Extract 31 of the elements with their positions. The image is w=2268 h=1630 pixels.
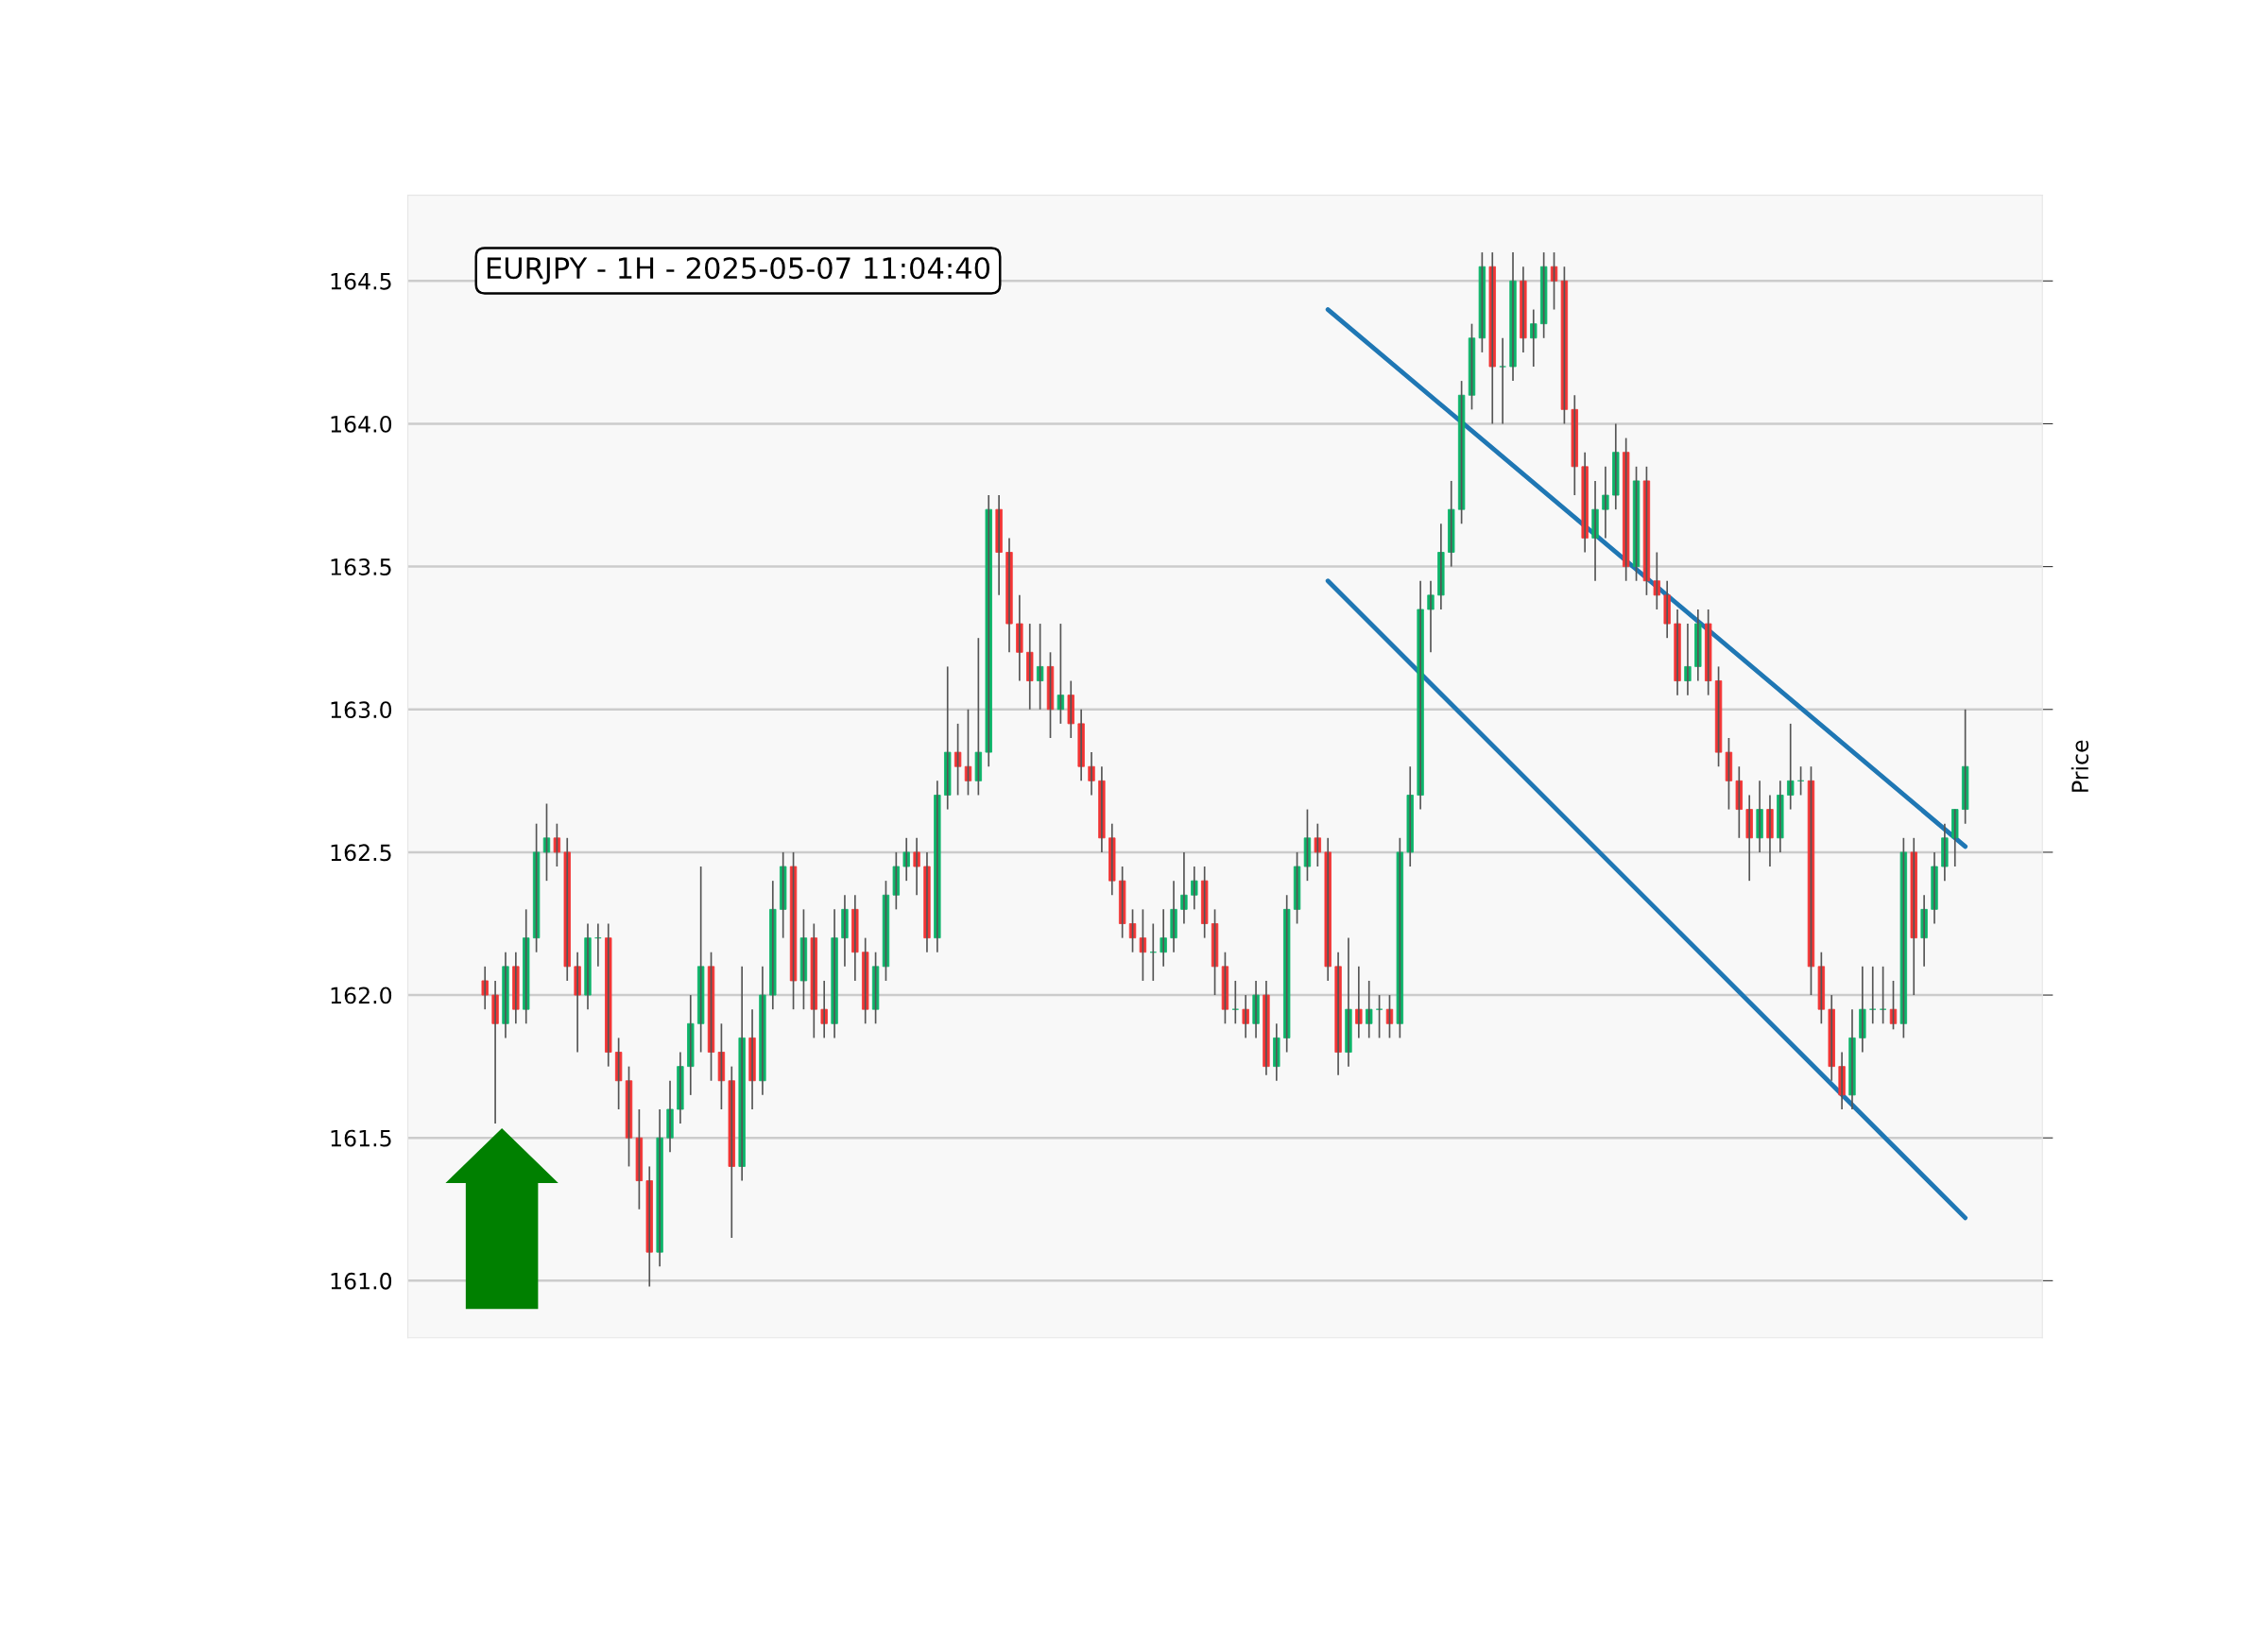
- candlestick: [1899, 836, 1908, 1039]
- text: EURJPY - 1H - 2025-05-07 11:04:40: [487, 257, 990, 284]
- candlestick: [1961, 708, 1969, 825]
- candlestick: [696, 866, 705, 1054]
- candlestick: [1478, 251, 1486, 353]
- candlestick: [1139, 908, 1147, 982]
- candlestick: [1539, 251, 1548, 339]
- candlestick: [1118, 866, 1126, 939]
- candlestick: [614, 1037, 623, 1110]
- candlestick: [553, 822, 561, 867]
- y-tick-label: 162.5: [331, 844, 391, 862]
- candlestick: [892, 851, 901, 911]
- candlestick: [635, 1108, 644, 1210]
- y-axis-title: Price: [2070, 740, 2089, 792]
- candlestick: [1036, 623, 1044, 711]
- candlestick: [532, 822, 541, 953]
- candlestick: [1057, 623, 1065, 725]
- candlestick: [954, 723, 962, 797]
- candlestick: [1817, 951, 1826, 1025]
- y-tick-label: 163.0: [331, 701, 392, 719]
- candlestick: [1560, 266, 1569, 425]
- candlestick: [974, 637, 983, 797]
- candlestick: [717, 1022, 726, 1110]
- candlestick: [1396, 836, 1404, 1039]
- candlestick: [1457, 380, 1466, 525]
- y-tick-label: 164.5: [331, 272, 391, 290]
- y-tick-label: 162.0: [331, 987, 392, 1004]
- y-tick-label: 161.5: [331, 1129, 391, 1147]
- y-tick-label: 161.0: [331, 1272, 392, 1290]
- y-tick-label: 163.5: [331, 558, 391, 575]
- y-tick-label: 164.0: [331, 415, 392, 433]
